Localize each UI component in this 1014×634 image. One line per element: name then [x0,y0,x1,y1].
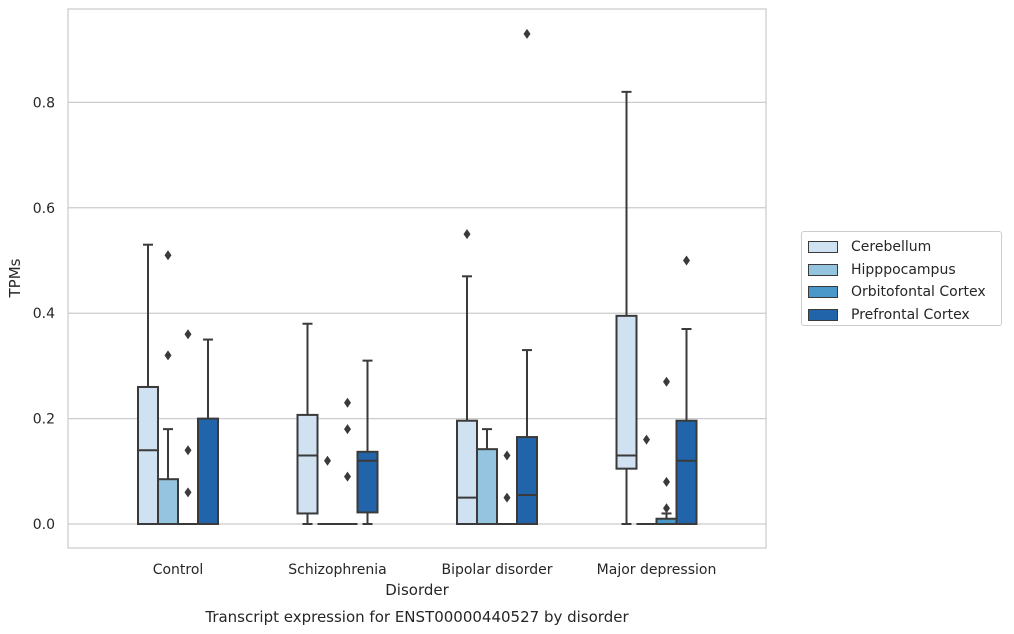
box-hipppocampus-bipolar-disorder [476,428,498,525]
y-tick-label: 0.0 [33,517,55,533]
legend-swatch-cerebellum [808,241,838,254]
outlier-point [344,397,351,408]
legend-item-orbitofrontal-cortex: Orbitofontal Cortex [808,281,1001,304]
box-cerebellum-schizophrenia [296,322,319,525]
x-tick-labels: Control Schizophrenia Bipolar disorder Majo… [153,562,717,578]
box-hipppocampus-major-depression [636,434,657,525]
x-axis-label: Disorder [385,581,449,599]
outlier-point [184,445,192,456]
legend-swatch-prefrontal-cortex [808,308,838,321]
box-iqr [456,419,478,526]
outlier-point [663,376,670,387]
box-iqr [296,413,319,515]
box-iqr [516,436,538,526]
plot-area [67,8,767,549]
box-iqr [615,314,638,470]
box-orbitofontal-cortex-control [178,329,198,525]
x-tick-label: Schizophrenia [288,562,386,578]
outlier-point [463,229,471,240]
box-orbitofontal-cortex-schizophrenia [337,397,358,525]
y-tick-label: 0.8 [33,95,55,111]
outlier-point [663,503,670,514]
outlier-point [164,250,172,261]
box-iqr [137,385,159,526]
legend-label-prefrontal-cortex: Prefrontal Cortex [851,306,970,323]
y-tick-labels: 0.0 0.2 0.4 0.6 0.8 [33,95,55,533]
outlier-point [523,28,531,39]
outlier-point [324,455,331,466]
y-tick-label: 0.2 [33,412,55,428]
legend-item-prefrontal-cortex: Prefrontal Cortex [808,304,1001,327]
box-cerebellum-major-depression [615,90,638,525]
box-layer [137,28,698,526]
box-iqr [675,419,698,526]
x-tick-label: Bipolar disorder [441,562,552,578]
box-prefrontal-cortex-control [197,338,219,526]
outlier-point [164,350,172,361]
box-hipppocampus-control [157,250,179,525]
box-prefrontal-cortex-major-depression [675,255,698,526]
x-tick-label: Control [153,562,204,578]
box-prefrontal-cortex-schizophrenia [356,359,379,525]
legend-label-cerebellum: Cerebellum [851,239,932,256]
outlier-point [503,450,511,461]
box-prefrontal-cortex-bipolar-disorder [516,28,538,526]
outlier-point [344,424,351,435]
outlier-point [184,329,192,340]
box-cerebellum-bipolar-disorder [456,229,478,526]
outlier-point [503,492,511,503]
legend-swatch-hippocampus [808,263,838,276]
y-tick-label: 0.6 [33,201,55,217]
legend-item-cerebellum: Cerebellum [808,236,1001,259]
legend-label-hippocampus: Hipppocampus [851,261,956,278]
legend: Cerebellum Hipppocampus Orbitofontal Cor… [801,231,1002,326]
box-iqr [197,417,219,526]
outlier-point [683,255,690,266]
x-tick-label: Major depression [597,562,717,578]
box-iqr [476,448,498,525]
legend-label-orbitofrontal-cortex: Orbitofontal Cortex [851,284,986,301]
box-iqr [157,478,179,525]
box-orbitofontal-cortex-bipolar-disorder [497,450,517,525]
outlier-point [663,476,670,487]
outlier-point [344,471,351,482]
legend-item-hippocampus: Hipppocampus [808,259,1001,282]
chart-caption: Transcript expression for ENST0000044052… [204,608,629,626]
outlier-point [643,434,650,445]
box-hipppocampus-schizophrenia [317,455,338,525]
y-axis-label: TPMs [6,258,24,298]
y-tick-label: 0.4 [33,306,55,322]
outlier-point [184,487,192,498]
box-iqr [356,450,379,514]
box-cerebellum-control [137,243,159,526]
legend-swatch-orbitofrontal-cortex [808,286,838,299]
